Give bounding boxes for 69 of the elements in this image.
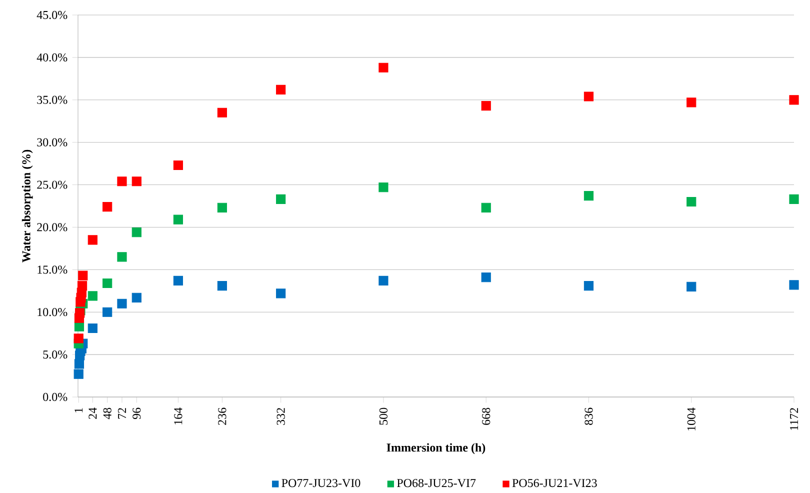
point — [132, 228, 142, 238]
x-tick-label: 332 — [276, 408, 285, 425]
point — [378, 276, 388, 286]
x-tick-label: 1004 — [687, 408, 696, 430]
point — [789, 194, 799, 204]
y-tick-label: 5.0% — [43, 350, 68, 359]
point — [584, 92, 594, 102]
point — [88, 235, 98, 245]
point — [132, 292, 142, 302]
x-tick-label: 164 — [174, 408, 182, 424]
point — [88, 323, 98, 334]
legend-label: PO56-JU21-VI23 — [512, 479, 597, 488]
y-tick-label: 10.0% — [38, 308, 68, 316]
x-tick-label: 500 — [379, 408, 388, 425]
point — [75, 308, 85, 318]
point — [686, 282, 696, 292]
point — [276, 194, 286, 204]
x-tick-label: 836 — [584, 408, 593, 425]
x-tick-label: 24 — [88, 408, 97, 419]
y-tick-label: 45.0% — [36, 10, 68, 20]
point — [74, 334, 84, 344]
point — [173, 160, 183, 170]
point — [102, 278, 112, 288]
y-tick-label: 35.0% — [37, 96, 68, 104]
point — [88, 291, 98, 301]
x-tick-label: 668 — [482, 408, 490, 425]
point — [102, 202, 112, 212]
point — [117, 252, 127, 262]
point — [217, 108, 227, 118]
x-tick-label: 1 — [74, 408, 83, 412]
y-tick-label: 25.0% — [37, 180, 68, 189]
x-tick-label: 96 — [132, 408, 141, 420]
legend-label: PO68-JU25-VI7 — [397, 478, 476, 488]
point — [117, 176, 127, 186]
point — [378, 62, 388, 72]
point — [481, 272, 491, 282]
legend-label: PO77-JU23-VI0 — [282, 478, 360, 488]
point — [117, 298, 127, 308]
x-tick-label: 236 — [218, 408, 226, 425]
point — [584, 191, 594, 201]
y-tick-label: 15.0% — [38, 266, 68, 274]
x-tick-label: 72 — [118, 408, 126, 419]
x-tick-label: 1172 — [790, 408, 798, 430]
point — [173, 214, 183, 224]
point — [276, 288, 286, 298]
point — [584, 280, 594, 291]
point — [74, 369, 84, 379]
point — [686, 98, 696, 108]
point — [789, 95, 799, 105]
point — [481, 202, 491, 213]
point — [378, 182, 388, 192]
y-tick-label: 0.0% — [43, 392, 68, 402]
point — [217, 280, 227, 291]
y-tick-label: 30.0% — [37, 138, 68, 146]
x-axis-title: Immersion time (h) — [386, 443, 486, 454]
point — [173, 276, 183, 286]
point — [78, 270, 88, 280]
point — [686, 196, 696, 207]
y-axis-title: Water absorption (%) — [22, 150, 33, 262]
point — [481, 101, 491, 111]
point — [789, 280, 799, 290]
point — [132, 176, 142, 186]
point — [276, 84, 286, 95]
y-tick-label: 40.0% — [36, 53, 68, 62]
point — [77, 280, 88, 291]
point — [217, 202, 227, 213]
y-tick-label: 20.0% — [37, 223, 68, 232]
point — [102, 307, 112, 317]
x-tick-label: 48 — [103, 408, 112, 420]
